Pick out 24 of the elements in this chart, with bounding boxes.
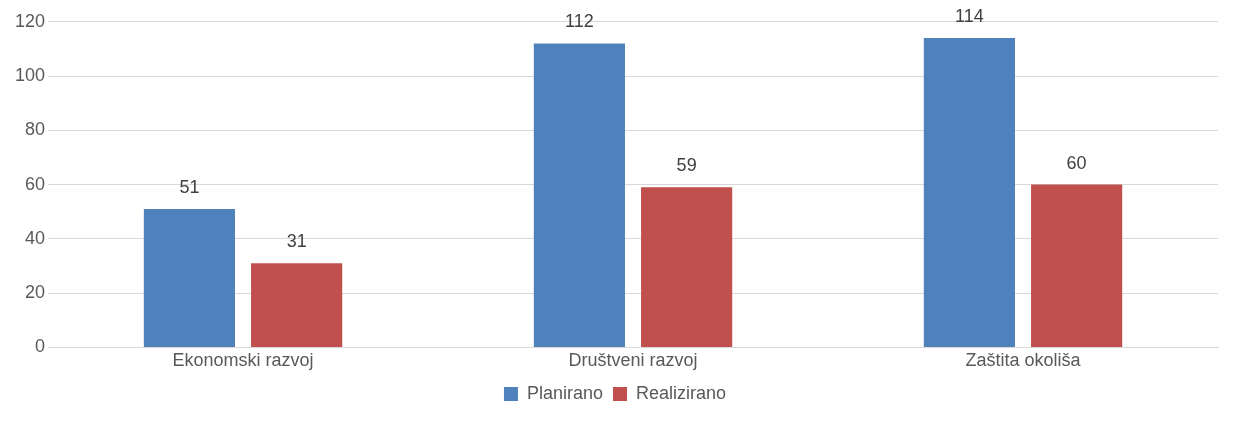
y-tick-label: 20 — [25, 282, 46, 303]
y-tick-label: 0 — [35, 336, 46, 357]
bar — [251, 263, 343, 347]
y-tick-label: 60 — [25, 173, 46, 194]
data-label: 51 — [179, 176, 200, 197]
y-tick-label: 40 — [25, 227, 46, 248]
bar — [923, 38, 1015, 347]
x-tick-label: Društveni razvoj — [568, 350, 698, 371]
bar — [641, 187, 733, 347]
data-label: 31 — [286, 231, 307, 252]
bar — [1031, 184, 1123, 347]
data-label: 112 — [565, 11, 594, 32]
data-label: 60 — [1066, 152, 1087, 173]
x-tick-label: Ekonomski razvoj — [172, 350, 314, 371]
legend-label: Realizirano — [636, 382, 727, 403]
data-label: 114 — [955, 6, 984, 27]
legend-label: Planirano — [526, 382, 604, 403]
y-tick-label: 100 — [14, 65, 46, 86]
y-tick-label: 120 — [14, 10, 46, 31]
bar — [143, 209, 235, 347]
bar — [533, 43, 625, 347]
data-label: 59 — [676, 155, 697, 176]
x-tick-label: Zaštita okoliša — [965, 350, 1082, 371]
y-tick-label: 80 — [25, 119, 46, 140]
